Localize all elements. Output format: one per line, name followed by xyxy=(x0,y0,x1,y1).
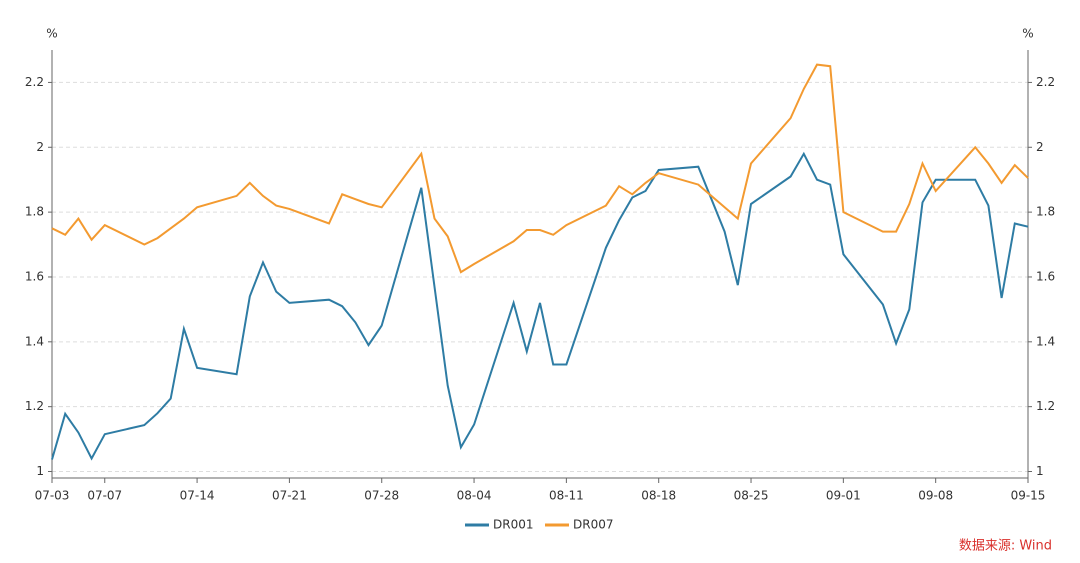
y-unit: % xyxy=(46,27,57,41)
y2-tick-label: 1.8 xyxy=(1036,205,1055,219)
line-series xyxy=(51,151,1029,461)
legend-label: DR007 xyxy=(573,518,613,532)
x-tick-label: 08-18 xyxy=(641,489,676,503)
x-tick-label: 09-01 xyxy=(826,489,861,503)
y-tick-label: 1.6 xyxy=(25,269,44,283)
x-tick-label: 07-28 xyxy=(364,489,399,503)
y-tick-label: 2 xyxy=(36,140,44,154)
x-tick-label: 07-14 xyxy=(180,489,215,503)
y2-tick-label: 2 xyxy=(1036,140,1044,154)
y-tick-label: 1.8 xyxy=(25,205,44,219)
y2-tick-label: 1 xyxy=(1036,464,1044,478)
x-tick-label: 07-03 xyxy=(35,489,70,503)
y2-tick-label: 1.6 xyxy=(1036,269,1055,283)
x-tick-label: 09-15 xyxy=(1011,489,1046,503)
legend-label: DR001 xyxy=(493,518,533,532)
y2-tick-label: 1.2 xyxy=(1036,399,1055,413)
y2-tick-label: 2.2 xyxy=(1036,75,1055,89)
y-tick-label: 1.4 xyxy=(25,334,44,348)
x-tick-label: 09-08 xyxy=(918,489,953,503)
x-tick-label: 08-11 xyxy=(549,489,584,503)
y-tick-label: 2.2 xyxy=(25,75,44,89)
y-tick-label: 1.2 xyxy=(25,399,44,413)
source-note: 数据来源: Wind xyxy=(959,539,1052,554)
line-series xyxy=(51,63,1029,274)
x-tick-label: 07-21 xyxy=(272,489,307,503)
x-tick-label: 07-07 xyxy=(87,489,122,503)
y-tick-label: 1 xyxy=(36,464,44,478)
y2-unit: % xyxy=(1022,27,1033,41)
x-tick-label: 08-25 xyxy=(734,489,769,503)
x-tick-label: 08-04 xyxy=(457,489,492,503)
y2-tick-label: 1.4 xyxy=(1036,334,1055,348)
